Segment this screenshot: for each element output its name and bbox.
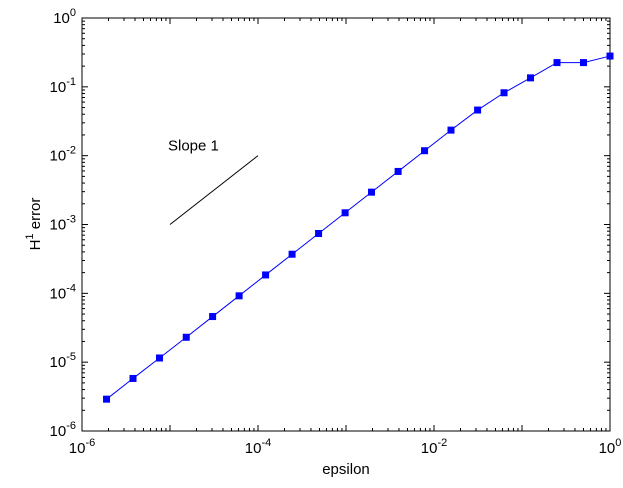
y-axis-label: H1 error <box>24 198 44 251</box>
slope-annotation: Slope 1 <box>168 138 219 155</box>
y-axis-label-base: H <box>27 240 44 251</box>
series-line <box>106 55 611 400</box>
y-tick-label: 10-5 <box>50 351 76 371</box>
data-point <box>129 374 137 382</box>
data-point <box>235 292 243 300</box>
data-point <box>288 250 296 258</box>
data-point <box>209 313 217 321</box>
data-point <box>606 52 614 60</box>
data-point <box>500 89 508 97</box>
data-point <box>421 147 429 155</box>
data-point <box>553 59 561 67</box>
x-axis-label: epsilon <box>322 461 370 478</box>
data-point <box>103 395 111 403</box>
y-tick-label: 100 <box>53 7 76 27</box>
y-axis-label-superscript: 1 <box>24 233 36 239</box>
y-axis-label-suffix: error <box>27 198 44 234</box>
data-point <box>182 333 190 341</box>
tick-labels: 10-6 10-4 10-2 100 10-6 10-5 10-4 10-3 10-2 10-1 1… <box>50 7 622 457</box>
data-point <box>527 74 535 82</box>
x-tick-label: 100 <box>599 437 622 457</box>
data-point <box>341 209 349 217</box>
tick-marks <box>81 17 611 432</box>
y-tick-label: 10-4 <box>50 282 76 302</box>
x-tick-label: 10-4 <box>245 437 271 457</box>
data-point <box>474 106 482 114</box>
y-tick-label: 10-2 <box>50 145 76 165</box>
y-tick-label: 10-3 <box>50 214 76 234</box>
slope-reference-line <box>169 155 259 225</box>
data-point <box>156 354 164 362</box>
x-tick-label: 10-2 <box>421 437 447 457</box>
x-tick-label: 10-6 <box>69 437 95 457</box>
y-tick-label: 10-1 <box>50 76 76 96</box>
data-point <box>447 126 455 134</box>
data-point <box>315 230 323 238</box>
series-group <box>103 52 614 403</box>
data-point <box>394 167 402 175</box>
data-point <box>368 188 376 196</box>
data-point <box>262 271 270 279</box>
y-tick-label: 10-6 <box>50 420 76 440</box>
data-point <box>580 59 588 67</box>
